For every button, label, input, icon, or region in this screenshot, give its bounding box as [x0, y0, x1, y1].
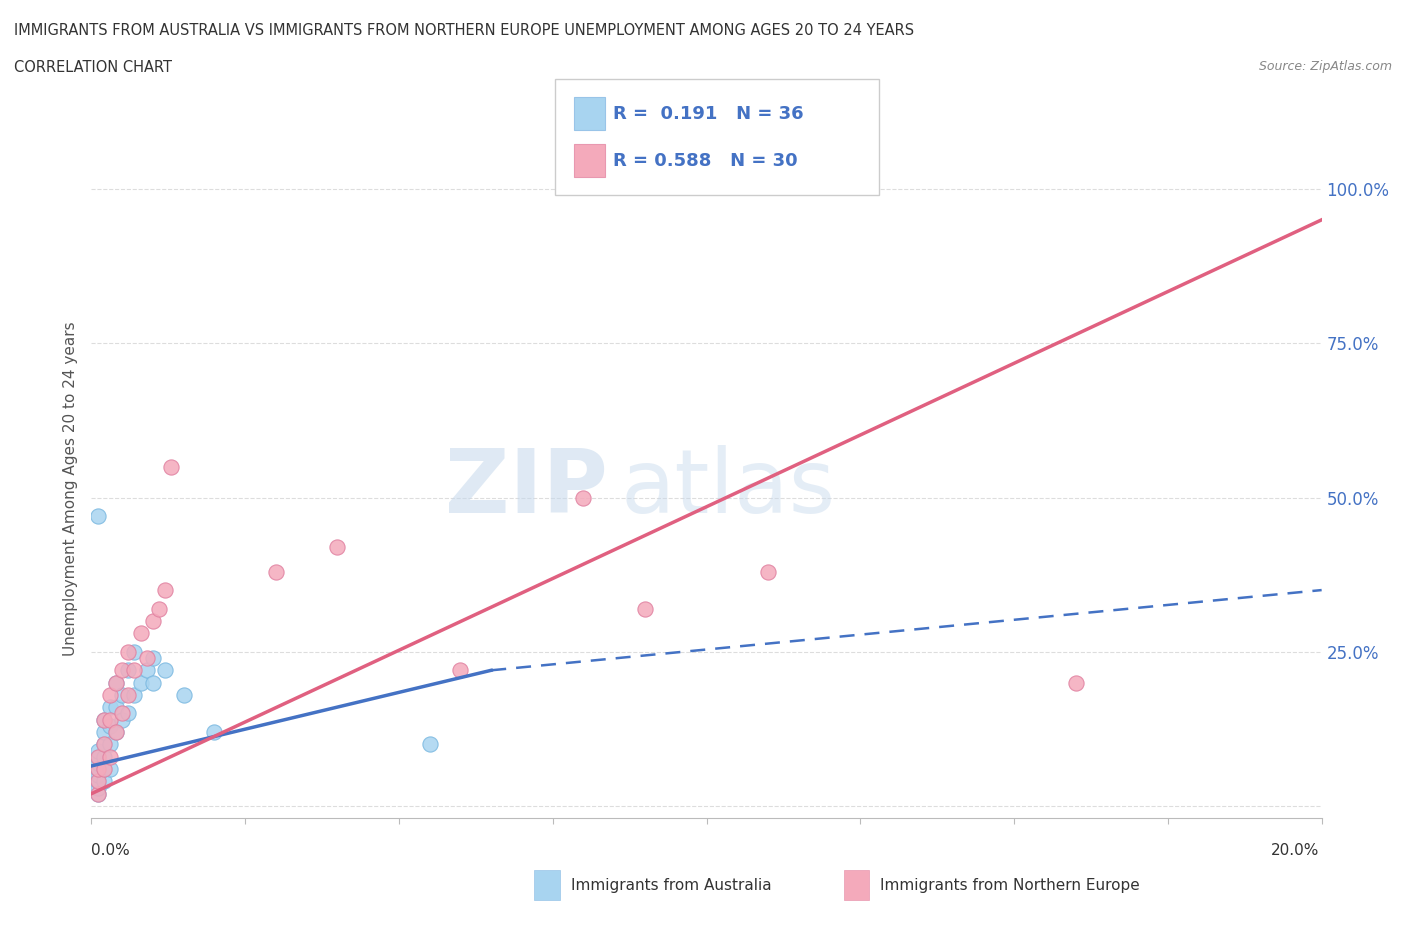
Text: ZIP: ZIP [446, 445, 607, 532]
Point [86, 509, 108, 524]
Point [93, 737, 115, 751]
Text: Immigrants from Australia: Immigrants from Australia [571, 878, 772, 893]
Point [111, 663, 134, 678]
Point [572, 490, 595, 505]
Point [202, 724, 225, 739]
Point [634, 601, 657, 616]
Point [98, 718, 121, 733]
Point [1064, 675, 1087, 690]
Point [326, 539, 349, 554]
Text: atlas: atlas [620, 445, 835, 532]
Text: R =  0.191   N = 36: R = 0.191 N = 36 [613, 105, 804, 123]
Point [756, 565, 779, 579]
Point [86, 774, 108, 789]
Point [98, 712, 121, 727]
Point [98, 700, 121, 715]
Point [93, 712, 115, 727]
Point [264, 565, 287, 579]
Point [93, 737, 115, 751]
Point [98, 687, 121, 702]
Point [142, 614, 165, 629]
Point [86, 774, 108, 789]
Point [93, 724, 115, 739]
Point [135, 650, 157, 665]
Point [86, 786, 108, 801]
Point [124, 644, 146, 659]
Point [86, 762, 108, 777]
Point [173, 687, 195, 702]
Point [117, 644, 139, 659]
Point [105, 675, 127, 690]
Point [93, 762, 115, 777]
Point [153, 663, 177, 678]
Point [111, 687, 134, 702]
Point [98, 750, 121, 764]
Point [86, 750, 108, 764]
Point [135, 663, 157, 678]
Point [93, 712, 115, 727]
Point [117, 687, 139, 702]
Point [111, 712, 134, 727]
Point [98, 737, 121, 751]
Point [105, 700, 127, 715]
Text: Source: ZipAtlas.com: Source: ZipAtlas.com [1258, 60, 1392, 73]
Point [86, 755, 108, 770]
Point [160, 459, 183, 474]
Point [129, 626, 152, 641]
Point [142, 675, 165, 690]
Point [105, 724, 127, 739]
Point [86, 780, 108, 795]
Point [124, 663, 146, 678]
Point [105, 675, 127, 690]
Point [117, 663, 139, 678]
Point [93, 774, 115, 789]
Text: Immigrants from Northern Europe: Immigrants from Northern Europe [880, 878, 1140, 893]
Point [117, 706, 139, 721]
Point [148, 601, 170, 616]
Text: R = 0.588   N = 30: R = 0.588 N = 30 [613, 152, 797, 169]
Point [86, 768, 108, 783]
Point [129, 675, 152, 690]
Text: IMMIGRANTS FROM AUSTRALIA VS IMMIGRANTS FROM NORTHERN EUROPE UNEMPLOYMENT AMONG : IMMIGRANTS FROM AUSTRALIA VS IMMIGRANTS … [14, 23, 914, 38]
Point [86, 750, 108, 764]
Text: CORRELATION CHART: CORRELATION CHART [14, 60, 172, 75]
Point [86, 786, 108, 801]
Point [93, 762, 115, 777]
Point [105, 724, 127, 739]
Y-axis label: Unemployment Among Ages 20 to 24 years: Unemployment Among Ages 20 to 24 years [62, 321, 77, 656]
Point [124, 687, 146, 702]
Point [93, 750, 115, 764]
Point [111, 706, 134, 721]
Text: 0.0%: 0.0% [91, 844, 131, 858]
Point [98, 762, 121, 777]
Point [153, 582, 177, 597]
Point [142, 650, 165, 665]
Point [86, 743, 108, 758]
Point [449, 663, 471, 678]
Point [419, 737, 441, 751]
Point [86, 762, 108, 777]
Text: 20.0%: 20.0% [1271, 844, 1319, 858]
